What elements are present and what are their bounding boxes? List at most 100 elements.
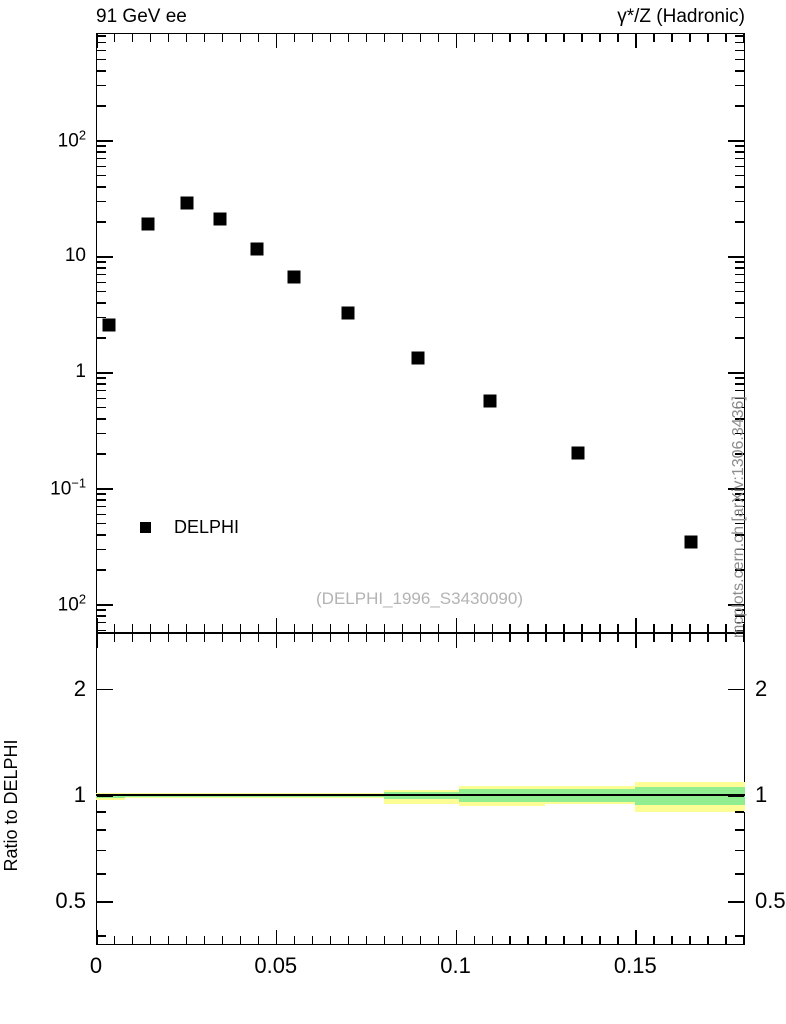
x-tick [527, 624, 529, 632]
y-tick [97, 615, 106, 617]
y-tick [97, 105, 106, 107]
y-tick [735, 615, 744, 617]
x-tick [563, 634, 565, 642]
y-tick [97, 534, 106, 536]
x-tick [96, 634, 98, 648]
x-tick [239, 634, 242, 642]
x-tick [509, 634, 511, 642]
legend: DELPHI [140, 517, 239, 538]
x-tick [563, 34, 565, 42]
y-tick [735, 505, 744, 508]
x-tick [401, 34, 404, 42]
x-tick [221, 624, 224, 632]
x-tick [473, 936, 476, 944]
ratio-y-tick-label-left: 1 [73, 782, 86, 807]
analysis-id-watermark: (DELPHI_1996_S3430090) [316, 589, 523, 608]
x-tick [365, 634, 368, 642]
x-tick [455, 34, 458, 48]
x-tick [365, 624, 368, 632]
y-tick [735, 221, 744, 223]
y-tick [735, 49, 744, 52]
x-tick [239, 936, 242, 944]
y-tick [97, 377, 106, 379]
data-point [341, 306, 355, 320]
y-tick [97, 383, 106, 385]
y-tick [97, 397, 106, 400]
x-tick [581, 634, 583, 642]
x-tick [131, 634, 134, 642]
x-tick [96, 930, 98, 944]
x-tick [473, 34, 476, 42]
y-tick [97, 513, 106, 516]
x-tick [707, 634, 709, 642]
x-tick [365, 936, 368, 944]
x-tick [437, 634, 440, 642]
x-tick [275, 634, 278, 648]
x-tick [419, 624, 422, 632]
y-tick [735, 316, 744, 319]
x-tick [131, 936, 134, 944]
header-right-process-label: γ*/Z (Hadronic) [617, 6, 745, 27]
y-tick [97, 604, 113, 606]
y-tick [97, 811, 106, 813]
x-tick [185, 936, 188, 944]
y-tick [97, 273, 106, 276]
y-tick [97, 432, 106, 435]
x-tick [491, 624, 493, 632]
x-tick [311, 634, 314, 642]
x-tick [455, 930, 458, 944]
x-tick [221, 634, 224, 642]
legend-label-delphi: DELPHI [174, 517, 240, 537]
x-tick [689, 624, 691, 632]
x-tick [113, 634, 116, 642]
y-tick [735, 522, 744, 525]
legend-marker-square [140, 522, 151, 533]
y-tick [97, 302, 106, 304]
x-tick [221, 34, 224, 42]
x-tick [167, 936, 170, 944]
x-tick [185, 624, 188, 632]
x-tick [437, 624, 440, 632]
x-tick [491, 34, 493, 42]
y-tick [97, 157, 106, 160]
y-tick [735, 406, 744, 409]
ratio-y-tick-label-left: 0.5 [55, 888, 86, 914]
x-tick [419, 634, 422, 642]
data-point [141, 217, 155, 231]
x-tick [293, 34, 296, 42]
x-tick [383, 624, 386, 632]
y-tick [735, 41, 744, 44]
y-tick [735, 935, 744, 937]
x-tick [455, 618, 458, 632]
y-tick [735, 418, 744, 420]
x-tick [653, 624, 655, 632]
x-tick [437, 34, 440, 42]
x-tick [203, 936, 206, 944]
x-tick [599, 634, 601, 642]
y-tick [735, 200, 744, 203]
y-tick [97, 935, 106, 937]
main-y-tick-label: 102 [57, 127, 86, 152]
x-tick [131, 624, 134, 632]
x-tick [329, 34, 332, 42]
y-tick [97, 569, 106, 571]
y-tick [735, 70, 744, 72]
x-tick [545, 634, 547, 642]
x-tick [329, 634, 332, 642]
y-tick [735, 58, 744, 61]
x-tick [563, 936, 565, 944]
x-tick-label: 0 [89, 953, 103, 978]
x-tick [113, 624, 116, 632]
x-tick [401, 634, 404, 642]
main-y-tick-label: 10 [64, 245, 86, 266]
y-tick [735, 377, 744, 379]
x-tick [635, 634, 637, 648]
y-tick [735, 157, 744, 160]
x-tick [725, 936, 727, 944]
y-tick [97, 629, 106, 632]
y-tick [735, 290, 744, 293]
y-tick [735, 389, 744, 392]
data-point [250, 242, 264, 256]
y-tick [735, 151, 744, 153]
y-tick [97, 522, 106, 525]
